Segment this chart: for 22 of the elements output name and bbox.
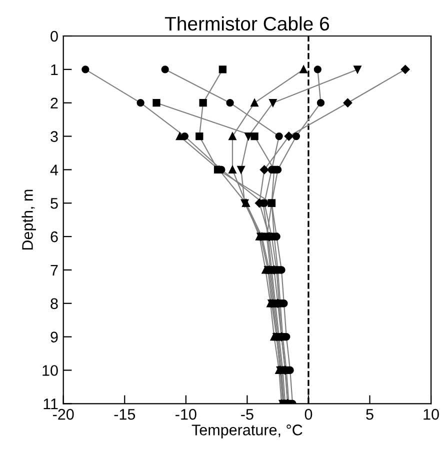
- chart-title: Thermistor Cable 6: [164, 16, 330, 31]
- y-tick-label: 4: [50, 164, 58, 176]
- x-tick-label: 5: [366, 409, 374, 420]
- x-tick-label: -15: [114, 409, 136, 420]
- y-tick-label: 8: [50, 298, 58, 310]
- y-tick-label: 6: [50, 231, 58, 242]
- y-axis-title: Depth, m: [22, 190, 36, 250]
- x-tick-label: 10: [424, 408, 439, 420]
- y-tick-label: 0: [50, 30, 58, 42]
- y-tick-label: 10: [42, 365, 58, 376]
- y-tick-label: 7: [50, 264, 58, 276]
- x-tick-label: -5: [241, 409, 254, 420]
- y-tick-label: 9: [50, 332, 58, 342]
- y-tick-label: 1: [51, 64, 58, 75]
- y-tick-label: 5: [50, 198, 58, 209]
- y-tick-label: 3: [50, 131, 58, 142]
- x-axis-title: Temperature, °C: [192, 424, 302, 438]
- y-tick-label: 2: [50, 98, 58, 108]
- x-tick-label: -20: [52, 408, 74, 420]
- x-tick-label: 0: [304, 408, 312, 420]
- x-tick-label: -10: [176, 408, 196, 420]
- y-tick-label: 11: [44, 398, 58, 410]
